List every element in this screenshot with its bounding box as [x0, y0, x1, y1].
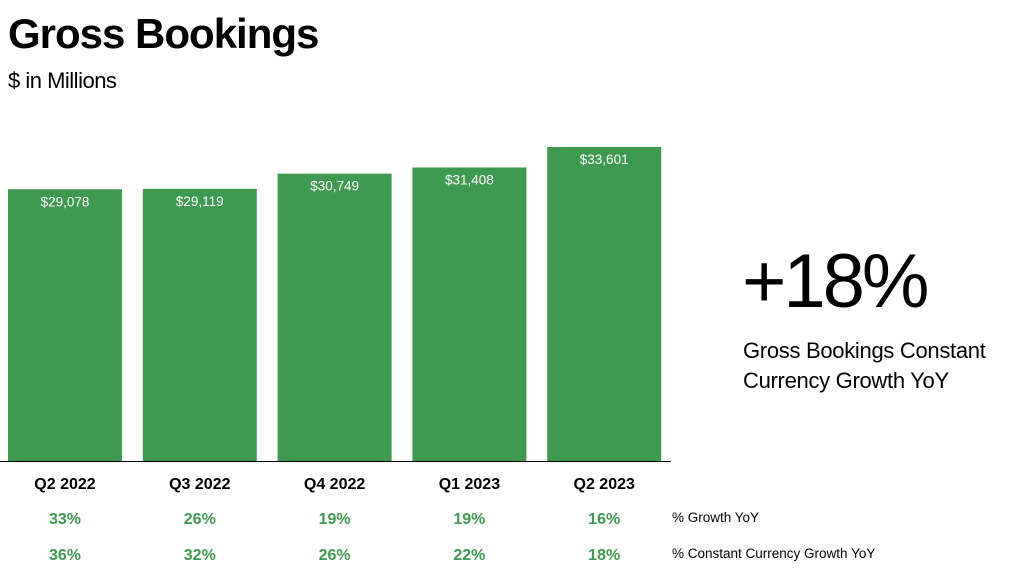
x-tick-label: Q2 2022: [34, 476, 95, 493]
bar-value-label: $31,408: [445, 172, 494, 187]
highlight-growth-caption: Gross Bookings Constant Currency Growth …: [743, 338, 986, 393]
growth-yoy-value: 33%: [49, 511, 81, 528]
bar: [142, 188, 257, 462]
constant-currency-growth-value: 18%: [588, 547, 620, 564]
growth-yoy-value: 26%: [184, 511, 216, 528]
x-tick-label: Q1 2023: [439, 476, 500, 493]
bar: [277, 173, 392, 461]
constant-currency-growth-value: 36%: [49, 547, 81, 564]
bar: [8, 189, 122, 461]
constant-currency-growth-row-label: % Constant Currency Growth YoY: [672, 546, 876, 561]
growth-yoy-value: 19%: [453, 511, 485, 528]
bar-value-label: $29,119: [176, 194, 224, 209]
highlight-growth-value: +18%: [742, 239, 929, 324]
chart-subtitle: $ in Millions: [8, 68, 117, 93]
x-tick-label: Q3 2022: [169, 476, 230, 493]
x-tick-label: Q2 2023: [574, 476, 635, 493]
bar: [412, 167, 527, 461]
constant-currency-growth-value: 26%: [319, 547, 351, 564]
x-tick-label: Q4 2022: [304, 476, 365, 493]
chart-title: Gross Bookings: [8, 10, 319, 57]
bar-value-label: $33,601: [580, 152, 629, 167]
bar-value-label: $30,749: [310, 179, 359, 194]
constant-currency-growth-value: 22%: [453, 547, 485, 564]
growth-yoy-value: 16%: [588, 511, 620, 528]
bar: [547, 147, 662, 461]
constant-currency-growth-value: 32%: [184, 547, 216, 564]
bar-value-label: $29,078: [41, 194, 90, 209]
growth-yoy-row-label: % Growth YoY: [672, 510, 760, 525]
growth-yoy-value: 19%: [319, 511, 351, 528]
